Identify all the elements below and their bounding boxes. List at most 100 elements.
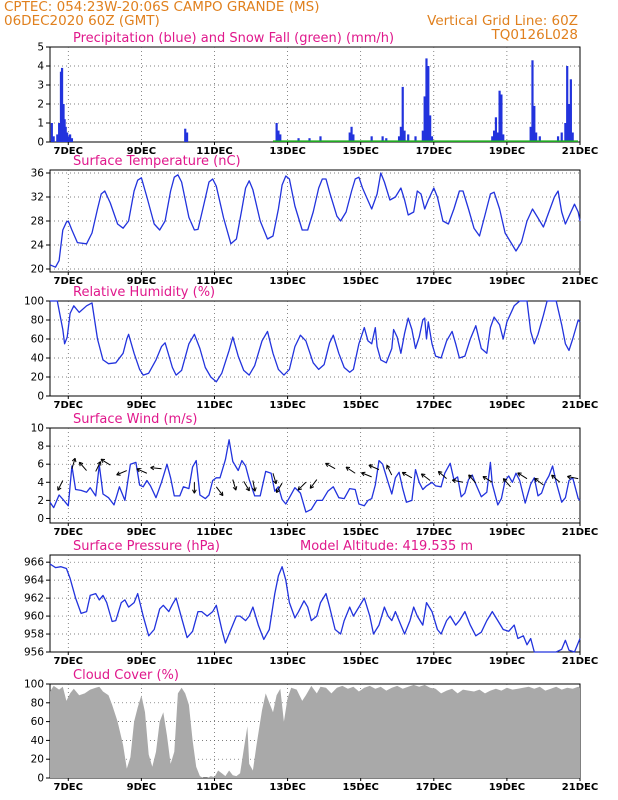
header-grid-note: Vertical Grid Line: 60Z (427, 13, 578, 29)
y-tick-label: 24 (31, 240, 45, 252)
x-tick-label: 15DEC (342, 656, 378, 667)
x-tick-label: 21DEC (562, 276, 598, 287)
precip-bar (421, 130, 424, 142)
y-tick-label: 8 (37, 441, 44, 453)
y-tick-label: 10 (31, 423, 44, 435)
panel-wind: 0 2 4 6 8 10 7DEC 9DEC 11DEC 13DEC 15DEC 17DEC 19DEC… (31, 412, 599, 538)
wind-arrow-head (451, 478, 457, 484)
precip-bar (385, 138, 388, 142)
cloud-cover-area (50, 684, 580, 778)
panel-rh: 0 20 40 60 80 100 7DEC 9DEC 11DEC 13DEC 15DEC 17DEC… (24, 285, 598, 411)
precip-bar (185, 132, 189, 142)
x-tick-label: 19DEC (489, 782, 525, 793)
x-tick-label: 17DEC (416, 400, 452, 411)
precip-bar (427, 66, 430, 142)
precip-bar (69, 134, 72, 142)
wind-arrow-head (272, 479, 278, 485)
wind-arrow (232, 479, 237, 491)
x-tick-label: 19DEC (489, 400, 525, 411)
y-tick-label: 5 (37, 42, 44, 54)
y-tick-label: 1 (37, 118, 44, 130)
precip-bar (370, 136, 373, 142)
precip-bar (556, 136, 560, 142)
y-tick-label: 960 (24, 611, 44, 623)
y-tick-label: 964 (24, 575, 44, 587)
precip-bar (566, 66, 569, 142)
precip-bar (52, 136, 55, 142)
precip-bar (430, 136, 434, 142)
y-tick-label: 2 (37, 495, 44, 507)
wind-arrow (421, 473, 431, 481)
wind-arrow-head (78, 461, 84, 467)
wind-arrow (150, 467, 162, 470)
x-tick-label: 15DEC (342, 276, 378, 287)
wind-arrow-head (150, 465, 155, 471)
precip-bar (494, 117, 498, 142)
wind-arrow-head (232, 486, 238, 491)
y-tick-label: 32 (31, 192, 44, 204)
x-tick-label: 15DEC (342, 146, 378, 157)
x-tick-label: 11DEC (196, 276, 232, 287)
wind-arrow-head (116, 471, 121, 476)
x-tick-label: 17DEC (416, 656, 452, 667)
x-tick-label: 9DEC (127, 146, 156, 157)
wind-arrow (452, 479, 464, 483)
wind-arrow-head (567, 474, 572, 480)
x-tick-label: 7DEC (54, 146, 83, 157)
precip-bar (498, 90, 501, 142)
y-tick-label: 3 (37, 80, 44, 92)
y-tick-label: 60 (31, 716, 44, 728)
precip-bar (56, 134, 59, 142)
panel-cloud: 0 20 40 60 80 100 7DEC 9DEC 11DEC 13DEC 15DEC 17DEC… (24, 668, 598, 793)
precip-bar (348, 132, 351, 142)
precip-bar (403, 130, 406, 142)
precip-bar (279, 134, 282, 142)
wind-arrow-head (252, 487, 257, 492)
wind-arrow-head (468, 474, 473, 479)
wind-arrow-head (136, 467, 141, 473)
wind-arrow (402, 471, 413, 479)
wind-arrow (215, 486, 224, 496)
wind-arrow (309, 479, 318, 489)
wind-arrow (136, 468, 148, 474)
wind-arrow (95, 461, 102, 472)
y-tick-label: 100 (24, 296, 44, 308)
precip-bar (319, 136, 322, 142)
precip-bar (297, 138, 300, 142)
series-line-pres (49, 563, 581, 653)
y-tick-label: 0 (37, 137, 44, 149)
precip-bar (64, 126, 67, 142)
precip-bar (399, 126, 402, 142)
wind-arrow (567, 476, 579, 480)
x-tick-label: 11DEC (196, 527, 232, 538)
panel-frame (49, 300, 581, 397)
x-tick-label: 15DEC (342, 527, 378, 538)
x-tick-label: 17DEC (416, 146, 452, 157)
y-tick-label: 60 (31, 334, 44, 346)
wind-arrow-head (297, 486, 303, 491)
wind-arrow (502, 478, 511, 488)
y-tick-label: 80 (31, 315, 44, 327)
y-tick-label: 6 (37, 459, 44, 471)
wind-arrow (116, 470, 127, 476)
precip-bar (275, 123, 278, 142)
x-tick-label: 11DEC (196, 782, 232, 793)
x-tick-label: 19DEC (489, 276, 525, 287)
x-tick-label: 15DEC (342, 782, 378, 793)
precip-bar (429, 115, 432, 142)
precip-bar (571, 132, 574, 142)
precip-bar (58, 123, 61, 142)
x-tick-label: 7DEC (54, 400, 83, 411)
wind-arrow-head (361, 471, 366, 477)
header-code: TQ0126L028 (491, 27, 578, 43)
precip-bar (567, 104, 571, 142)
wind-arrow-head (192, 489, 197, 494)
precip-bar (493, 130, 496, 142)
header-station: CPTEC: 054:23W-20:06S CAMPO GRANDE (MS) (4, 0, 320, 15)
panel-frame (49, 554, 581, 653)
series-line-temp (49, 172, 581, 268)
wind-arrow-head (482, 475, 487, 481)
wind-arrow (534, 477, 544, 486)
precip-bar (401, 86, 404, 142)
